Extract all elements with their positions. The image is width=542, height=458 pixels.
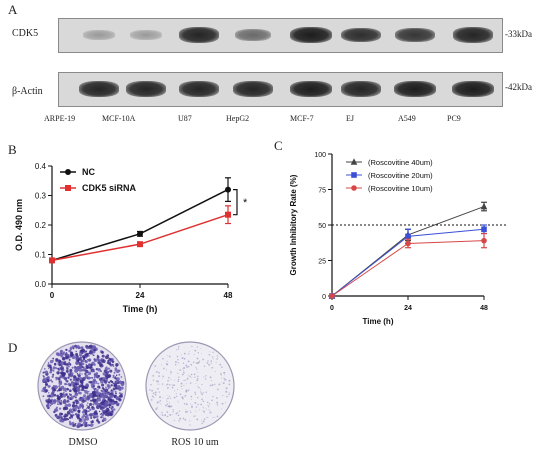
- blot-row-label-cdk5: CDK5: [12, 28, 39, 39]
- blot-band: [452, 27, 494, 43]
- data-point: [225, 211, 231, 218]
- data-point: [350, 158, 358, 165]
- lane-label: MCF-7: [290, 114, 314, 123]
- lane-label: HepG2: [226, 114, 250, 123]
- y-tick-label: 25: [318, 259, 326, 266]
- colony-dishes: [37, 341, 235, 431]
- y-axis-label: O.D. 490 nm: [14, 199, 24, 251]
- lane-label: ARPE-19: [44, 114, 76, 123]
- dish-label-dmso: DMSO: [68, 437, 98, 448]
- lane-label: PC9: [447, 114, 461, 123]
- panel-d-letter: D: [8, 340, 18, 355]
- y-tick-label: 0.0: [35, 280, 47, 289]
- data-point: [351, 185, 357, 191]
- x-tick-label: 24: [404, 305, 412, 312]
- y-tick-label: 100: [314, 152, 326, 159]
- chart-b: 0.0 0.1 0.2 0.3 0.4 0 24 48 Time (h) O.D. 490 nm N…: [14, 162, 248, 314]
- data-point: [137, 230, 143, 237]
- blot-band: [129, 30, 163, 40]
- y-tick-label: 0: [322, 294, 326, 301]
- y-axis-label: Growth Inhibitory Rate (%): [289, 174, 298, 275]
- significance-star: *: [243, 197, 248, 209]
- x-axis-label: Time (h): [363, 317, 394, 326]
- blot-band: [290, 27, 332, 43]
- x-axis-label: Time (h): [123, 304, 158, 314]
- data-point: [329, 293, 335, 299]
- culture-dish: [145, 341, 235, 431]
- legend-entry: (Roscovitine 10um): [368, 184, 433, 193]
- blot-band: [395, 27, 435, 43]
- y-tick-label: 75: [318, 188, 326, 195]
- blot-band: [232, 81, 274, 97]
- series-line: [331, 240, 485, 297]
- blot-band: [125, 81, 167, 97]
- dish-label-ros: ROS 10 um: [171, 437, 219, 448]
- data-point: [351, 172, 357, 178]
- data-point: [225, 186, 231, 193]
- colony-dots: [149, 345, 231, 426]
- blot-strip-actin: [58, 72, 503, 107]
- y-tick-label: 0.1: [35, 251, 47, 260]
- panel-b-letter: B: [8, 142, 17, 157]
- x-tick-label: 48: [480, 305, 488, 312]
- series-line: [51, 188, 229, 262]
- legend-entry: NC: [82, 167, 95, 177]
- blot-row-label-actin: β-Actin: [12, 86, 43, 97]
- blot-strip-cdk5: [58, 18, 503, 53]
- legend-entry: (Roscovitine 40um): [368, 158, 433, 167]
- blot-band: [290, 81, 332, 97]
- panel-c-letter: C: [274, 138, 283, 153]
- significance-bracket: [233, 188, 238, 216]
- data-point: [137, 241, 143, 248]
- data-point: [405, 240, 411, 247]
- colony-dots: [41, 344, 125, 428]
- y-tick-label: 50: [318, 223, 326, 230]
- blot-band: [452, 81, 494, 97]
- kda-marker-actin: -42kDa: [505, 82, 532, 92]
- data-point: [481, 226, 487, 233]
- blot-band: [82, 30, 116, 40]
- series-line: [51, 213, 229, 262]
- x-tick-label: 0: [50, 291, 55, 300]
- data-point: [65, 185, 71, 191]
- blot-band: [394, 81, 436, 97]
- y-tick-label: 0.3: [35, 192, 47, 201]
- kda-marker-cdk5: -33kDa: [505, 29, 532, 39]
- blot-band: [178, 81, 220, 97]
- data-point: [481, 237, 487, 244]
- panel-a-letter: A: [8, 2, 18, 17]
- data-point: [480, 202, 488, 210]
- x-tick-label: 0: [330, 305, 334, 312]
- blot-band: [178, 27, 220, 43]
- lane-label: A549: [398, 114, 416, 123]
- y-tick-label: 0.4: [35, 162, 47, 171]
- series-line: [331, 206, 485, 297]
- x-tick-label: 24: [136, 291, 145, 300]
- data-point: [49, 257, 55, 264]
- blot-band: [340, 81, 382, 97]
- legend-entry: (Roscovitine 20um): [368, 171, 433, 180]
- legend-entry: CDK5 siRNA: [82, 183, 137, 193]
- data-point: [405, 233, 411, 240]
- chart-c: 0 25 50 75 100 0 24 48 Time (h) Growth Inhibitory…: [289, 152, 506, 326]
- lane-label: MCF-10A: [102, 114, 136, 123]
- y-tick-label: 0.2: [35, 221, 47, 230]
- blot-band: [235, 29, 271, 41]
- lane-label: EJ: [346, 114, 354, 123]
- blot-band: [78, 81, 120, 97]
- x-tick-label: 48: [224, 291, 233, 300]
- blot-band: [340, 27, 382, 43]
- data-point: [65, 169, 71, 175]
- lane-label: U87: [178, 114, 192, 123]
